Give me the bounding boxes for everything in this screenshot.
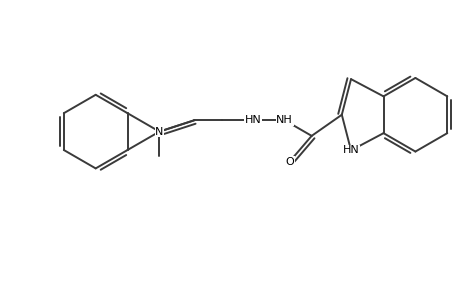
Text: O: O — [285, 157, 293, 166]
Text: NH: NH — [275, 115, 292, 125]
Text: HN: HN — [342, 146, 358, 155]
Text: N: N — [155, 127, 163, 136]
Text: HN: HN — [244, 115, 261, 125]
